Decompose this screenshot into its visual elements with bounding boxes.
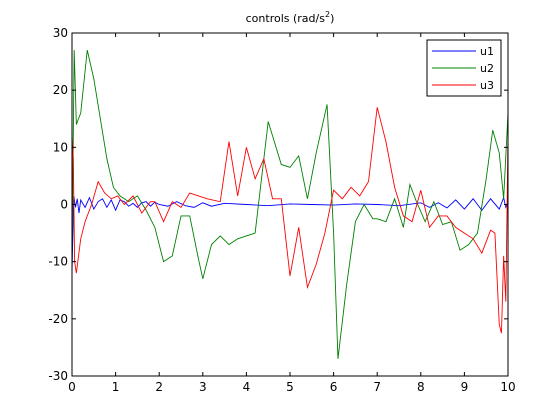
- y-tick-label: 0: [60, 198, 68, 212]
- x-tick-label: 9: [461, 380, 469, 394]
- x-tick-label: 0: [68, 380, 76, 394]
- x-tick-label: 8: [417, 380, 425, 394]
- legend-label-u2: u2: [480, 62, 494, 75]
- ticks-layer: 0 1 2 3 4 5 6 7 8 9 10 -30 -20 -10 0 10 20 30: [48, 26, 515, 394]
- chart-title: controls (rad/s2): [246, 10, 335, 25]
- series-line-u3: [72, 107, 508, 334]
- x-tick-label: 7: [373, 380, 381, 394]
- chart-title-superscript: 2: [325, 10, 330, 19]
- y-tick-label: -30: [48, 369, 68, 383]
- x-tick-label: 10: [500, 380, 515, 394]
- y-tick-label: 10: [53, 140, 68, 154]
- series-layer: [72, 50, 508, 359]
- x-tick-label: 4: [243, 380, 251, 394]
- y-tick-label: -10: [48, 255, 68, 269]
- series-line-u1: [72, 195, 508, 274]
- x-tick-label: 3: [199, 380, 207, 394]
- legend: u1 u2 u3: [426, 39, 502, 97]
- x-tick-label: 2: [155, 380, 163, 394]
- x-tick-label: 6: [330, 380, 338, 394]
- series-line-u2: [72, 50, 508, 359]
- y-tick-label: 20: [53, 83, 68, 97]
- legend-label-u1: u1: [480, 45, 494, 58]
- legend-label-u3: u3: [480, 79, 494, 92]
- chart-title-end: ): [330, 12, 334, 25]
- x-tick-label: 1: [112, 380, 120, 394]
- y-tick-label: -20: [48, 312, 68, 326]
- chart-title-main: controls (rad/s: [246, 12, 326, 25]
- x-tick-label: 5: [286, 380, 294, 394]
- y-tick-label: 30: [53, 26, 68, 40]
